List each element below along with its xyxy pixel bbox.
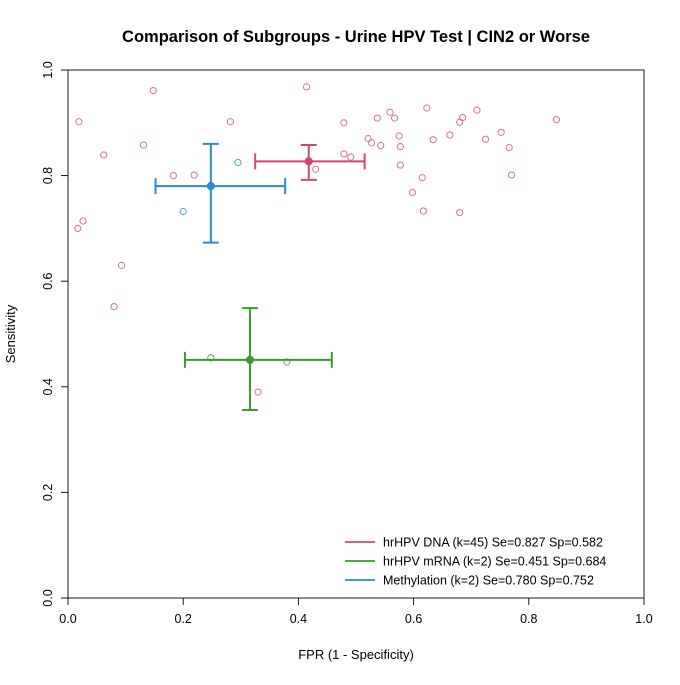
study-point: [429, 136, 437, 144]
study-point: [419, 207, 427, 215]
x-tick-label: 0.6: [405, 612, 422, 626]
study-point: [139, 141, 148, 149]
study-point: [347, 153, 355, 161]
study-point: [367, 139, 376, 147]
y-tick-label: 0.6: [41, 272, 55, 289]
study-point: [396, 161, 404, 169]
study-point: [117, 261, 126, 269]
x-axis-label: FPR (1 - Specificity): [298, 647, 414, 662]
study-point: [505, 144, 513, 152]
study-point: [79, 217, 87, 225]
study-point: [254, 388, 262, 396]
y-tick-label: 1.0: [41, 61, 55, 78]
x-tick-label: 0.4: [290, 612, 307, 626]
x-tick-label: 0.2: [175, 612, 192, 626]
study-point: [179, 207, 187, 216]
pooled-point: [304, 157, 313, 166]
y-tick-label: 0.2: [41, 484, 55, 501]
study-point: [312, 165, 320, 173]
y-axis-label: Sensitivity: [3, 304, 18, 363]
plot-frame: [67, 69, 645, 599]
x-tick-label: 0.8: [520, 612, 537, 626]
study-point: [507, 171, 516, 179]
study-point: [395, 132, 403, 140]
study-point: [190, 171, 198, 179]
chart-title: Comparison of Subgroups - Urine HPV Test…: [122, 28, 590, 46]
study-point: [234, 158, 242, 166]
x-axis: 0.0 0.2 0.4 0.6 0.8 1.0: [59, 598, 653, 626]
study-point: [458, 113, 467, 122]
study-point: [377, 141, 385, 150]
study-point: [456, 208, 464, 217]
study-point: [340, 119, 348, 127]
study-point: [482, 135, 490, 143]
y-tick-label: 0.4: [41, 378, 55, 395]
study-point: [396, 142, 404, 151]
study-point: [340, 150, 348, 158]
legend: hrHPV DNA (k=45) Se=0.827 Sp=0.582 hrHPV …: [345, 536, 606, 588]
x-tick-label: 0.0: [59, 612, 76, 626]
y-tick-label: 0.8: [41, 167, 55, 184]
study-point: [390, 114, 399, 122]
study-point: [75, 118, 83, 126]
study-point: [226, 118, 235, 126]
study-point: [552, 116, 561, 124]
study-point: [100, 151, 108, 159]
legend-entry: Methylation (k=2) Se=0.780 Sp=0.752: [383, 574, 594, 588]
study-point: [110, 302, 118, 311]
legend-entry: hrHPV mRNA (k=2) Se=0.451 Sp=0.684: [383, 555, 606, 569]
study-point: [302, 83, 311, 91]
study-point: [473, 106, 481, 114]
y-axis: 0.0 0.2 0.4 0.6 0.8 1.0: [41, 61, 68, 607]
study-point: [408, 188, 417, 197]
y-tick-label: 0.0: [41, 589, 55, 606]
pooled-point: [206, 182, 215, 191]
study-points: [74, 83, 561, 396]
study-point: [446, 131, 454, 139]
pooled-point: [245, 355, 255, 364]
study-point: [423, 104, 431, 112]
study-point: [149, 86, 157, 95]
x-tick-label: 1.0: [635, 612, 652, 626]
legend-entry: hrHPV DNA (k=45) Se=0.827 Sp=0.582: [383, 536, 603, 550]
study-point: [74, 224, 82, 232]
study-point: [386, 108, 394, 116]
study-point: [497, 128, 505, 136]
study-point: [169, 172, 178, 180]
study-point: [418, 174, 426, 182]
pooled-estimates: [154, 142, 366, 412]
study-point: [373, 114, 381, 122]
study-point: [364, 135, 372, 143]
